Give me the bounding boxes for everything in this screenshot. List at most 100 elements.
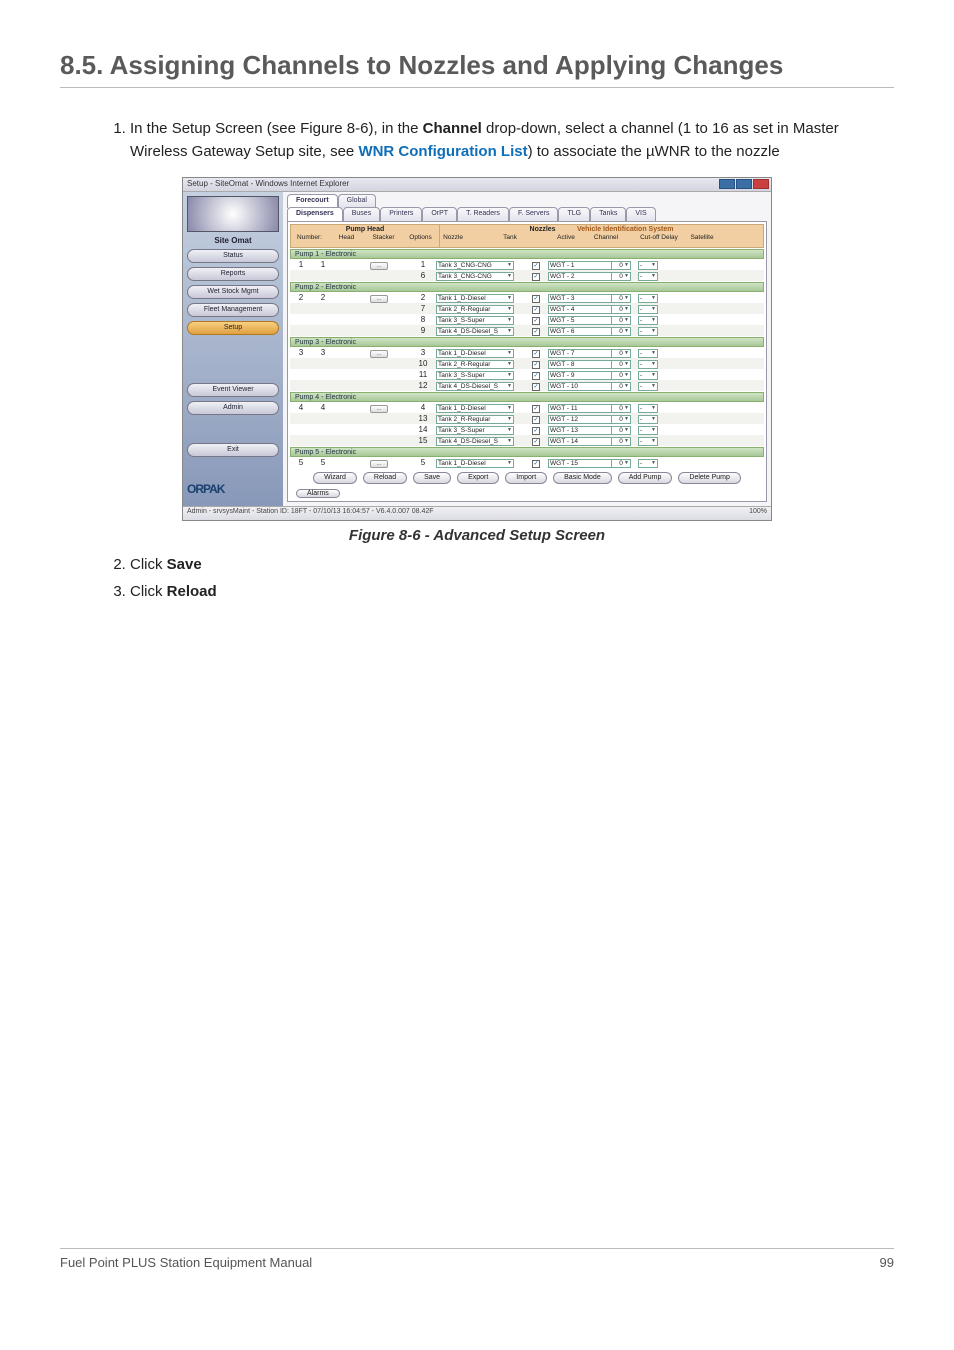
delete-pump-button[interactable]: Delete Pump [678, 472, 740, 484]
options-button[interactable]: ... [370, 405, 388, 413]
active-checkbox[interactable]: ✓ [532, 350, 540, 358]
cutoff-dropdown[interactable]: 0 [611, 459, 631, 468]
tank-dropdown[interactable]: Tank 3_S-Super [436, 316, 514, 325]
basic-mode-button[interactable]: Basic Mode [553, 472, 612, 484]
cutoff-dropdown[interactable]: 0 [611, 316, 631, 325]
satellite-dropdown[interactable]: - [638, 327, 658, 336]
active-checkbox[interactable]: ✓ [532, 427, 540, 435]
satellite-dropdown[interactable]: - [638, 437, 658, 446]
active-checkbox[interactable]: ✓ [532, 273, 540, 281]
wizard-button[interactable]: Wizard [313, 472, 357, 484]
tab-global[interactable]: Global [338, 194, 376, 208]
sidebar-reports[interactable]: Reports [187, 267, 279, 281]
min-icon[interactable] [719, 179, 735, 189]
active-checkbox[interactable]: ✓ [532, 262, 540, 270]
alarms-button[interactable]: Alarms [296, 489, 340, 498]
tank-dropdown[interactable]: Tank 2_R-Regular [436, 305, 514, 314]
satellite-dropdown[interactable]: - [638, 261, 658, 270]
tank-dropdown[interactable]: Tank 4_DS-Diesel_S [436, 382, 514, 391]
tank-dropdown[interactable]: Tank 3_CNG-CNG [436, 272, 514, 281]
tank-dropdown[interactable]: Tank 3_CNG-CNG [436, 261, 514, 270]
tab-dispensers[interactable]: Dispensers [287, 207, 343, 221]
tab-buses[interactable]: Buses [343, 207, 380, 221]
cutoff-dropdown[interactable]: 0 [611, 305, 631, 314]
satellite-dropdown[interactable]: - [638, 272, 658, 281]
satellite-dropdown[interactable]: - [638, 371, 658, 380]
active-checkbox[interactable]: ✓ [532, 438, 540, 446]
tank-dropdown[interactable]: Tank 1_D-Diesel [436, 349, 514, 358]
active-checkbox[interactable]: ✓ [532, 372, 540, 380]
add-pump-button[interactable]: Add Pump [618, 472, 673, 484]
table-row: 11Tank 3_S-Super✓WGT - 90- [290, 369, 764, 380]
active-checkbox[interactable]: ✓ [532, 328, 540, 336]
active-checkbox[interactable]: ✓ [532, 405, 540, 413]
tab-treaders[interactable]: T. Readers [457, 207, 509, 221]
cutoff-dropdown[interactable]: 0 [611, 327, 631, 336]
tab-vis[interactable]: VIS [626, 207, 655, 221]
cutoff-dropdown[interactable]: 0 [611, 382, 631, 391]
tab-fservers[interactable]: F. Servers [509, 207, 559, 221]
sidebar-setup[interactable]: Setup [187, 321, 279, 335]
cutoff-dropdown[interactable]: 0 [611, 371, 631, 380]
tab-tlg[interactable]: TLG [558, 207, 590, 221]
cutoff-dropdown[interactable]: 0 [611, 349, 631, 358]
tab-orpt[interactable]: OrPT [422, 207, 457, 221]
sidebar-exit[interactable]: Exit [187, 443, 279, 457]
active-checkbox[interactable]: ✓ [532, 361, 540, 369]
sidebar-status[interactable]: Status [187, 249, 279, 263]
cutoff-dropdown[interactable]: 0 [611, 272, 631, 281]
pump-section-header: Pump 1 - Electronic [290, 249, 764, 259]
cutoff-dropdown[interactable]: 0 [611, 426, 631, 435]
active-checkbox[interactable]: ✓ [532, 295, 540, 303]
options-button[interactable]: ... [370, 460, 388, 468]
wnr-config-link[interactable]: WNR Configuration List [358, 143, 527, 160]
tank-dropdown[interactable]: Tank 1_D-Diesel [436, 404, 514, 413]
satellite-dropdown[interactable]: - [638, 316, 658, 325]
active-checkbox[interactable]: ✓ [532, 460, 540, 468]
sidebar-fleet[interactable]: Fleet Management [187, 303, 279, 317]
tank-dropdown[interactable]: Tank 2_R-Regular [436, 360, 514, 369]
cutoff-dropdown[interactable]: 0 [611, 360, 631, 369]
tank-dropdown[interactable]: Tank 3_S-Super [436, 426, 514, 435]
cutoff-dropdown[interactable]: 0 [611, 294, 631, 303]
tank-dropdown[interactable]: Tank 4_DS-Diesel_S [436, 437, 514, 446]
satellite-dropdown[interactable]: - [638, 349, 658, 358]
import-button[interactable]: Import [505, 472, 547, 484]
close-icon[interactable] [753, 179, 769, 189]
max-icon[interactable] [736, 179, 752, 189]
options-button[interactable]: ... [370, 350, 388, 358]
cutoff-dropdown[interactable]: 0 [611, 437, 631, 446]
satellite-dropdown[interactable]: - [638, 426, 658, 435]
satellite-dropdown[interactable]: - [638, 415, 658, 424]
sidebar-wetstock[interactable]: Wet Stock Mgmt [187, 285, 279, 299]
satellite-dropdown[interactable]: - [638, 305, 658, 314]
options-button[interactable]: ... [370, 262, 388, 270]
tab-tanks[interactable]: Tanks [590, 207, 626, 221]
reload-button[interactable]: Reload [363, 472, 407, 484]
satellite-dropdown[interactable]: - [638, 382, 658, 391]
active-checkbox[interactable]: ✓ [532, 416, 540, 424]
cutoff-dropdown[interactable]: 0 [611, 415, 631, 424]
satellite-dropdown[interactable]: - [638, 294, 658, 303]
sidebar-admin[interactable]: Admin [187, 401, 279, 415]
satellite-dropdown[interactable]: - [638, 360, 658, 369]
active-checkbox[interactable]: ✓ [532, 306, 540, 314]
tank-dropdown[interactable]: Tank 1_D-Diesel [436, 294, 514, 303]
tab-printers[interactable]: Printers [380, 207, 422, 221]
tank-dropdown[interactable]: Tank 2_R-Regular [436, 415, 514, 424]
tank-dropdown[interactable]: Tank 3_S-Super [436, 371, 514, 380]
save-button[interactable]: Save [413, 472, 451, 484]
tab-forecourt[interactable]: Forecourt [287, 194, 338, 208]
satellite-dropdown[interactable]: - [638, 404, 658, 413]
tank-dropdown[interactable]: Tank 4_DS-Diesel_S [436, 327, 514, 336]
table-row: 22...2Tank 1_D-Diesel✓WGT - 30- [290, 292, 764, 303]
cutoff-dropdown[interactable]: 0 [611, 261, 631, 270]
cutoff-dropdown[interactable]: 0 [611, 404, 631, 413]
active-checkbox[interactable]: ✓ [532, 317, 540, 325]
sidebar-eventviewer[interactable]: Event Viewer [187, 383, 279, 397]
satellite-dropdown[interactable]: - [638, 459, 658, 468]
options-button[interactable]: ... [370, 295, 388, 303]
export-button[interactable]: Export [457, 472, 499, 484]
tank-dropdown[interactable]: Tank 1_D-Diesel [436, 459, 514, 468]
active-checkbox[interactable]: ✓ [532, 383, 540, 391]
